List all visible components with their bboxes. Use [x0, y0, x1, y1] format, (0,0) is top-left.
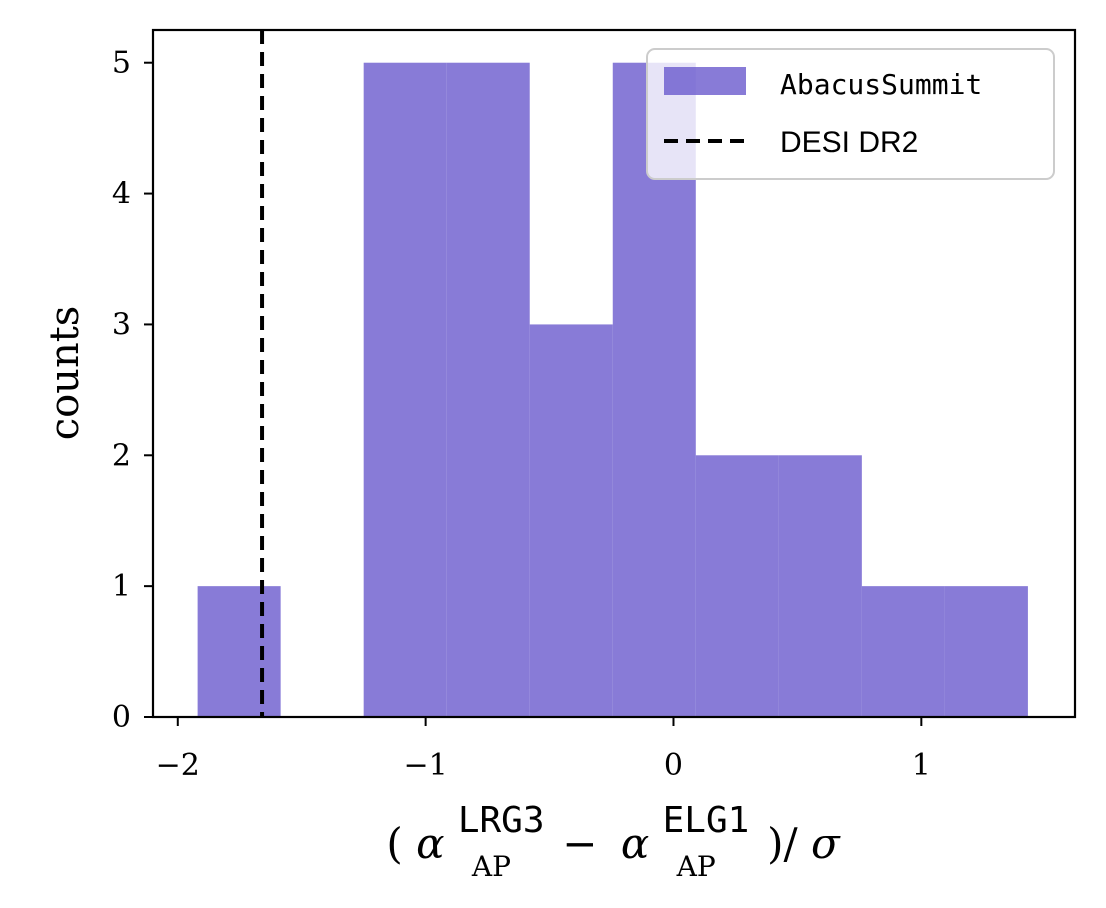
x-label-open-paren: (	[386, 819, 402, 868]
histogram-bar	[197, 586, 281, 717]
y-tick-label: 0	[112, 700, 131, 735]
x-label-alpha-1: α	[416, 819, 444, 868]
histogram-bar	[695, 455, 779, 717]
x-label-sup-lrg3: LRG3	[458, 800, 545, 841]
histogram-bar	[861, 586, 945, 717]
legend-swatch-abacussummit	[664, 67, 746, 95]
x-tick-label: −2	[156, 748, 200, 783]
histogram-bar	[944, 586, 1028, 717]
histogram-bar	[778, 455, 862, 717]
histogram-bar	[363, 62, 447, 717]
x-tick-label: 1	[912, 748, 931, 783]
histogram-bars	[197, 62, 1028, 717]
x-tick-label: −1	[404, 748, 448, 783]
y-tick-label: 2	[112, 438, 131, 473]
legend-label-desi-dr2: DESI DR2	[780, 126, 918, 159]
y-tick-label: 1	[112, 569, 131, 604]
plot-frame	[151, 28, 1077, 719]
legend: AbacusSummit DESI DR2	[646, 48, 1055, 180]
y-tick-label: 4	[112, 177, 131, 212]
x-axis-ticks: −2 −1 0 1	[156, 717, 931, 783]
x-label-sup-elg1: ELG1	[663, 800, 750, 841]
x-label-sub-ap-2: AP	[676, 850, 716, 883]
histogram-bar	[529, 324, 613, 717]
legend-label-abacussummit: AbacusSummit	[780, 68, 982, 101]
x-tick-label: 0	[664, 748, 683, 783]
y-tick-label: 3	[112, 307, 131, 342]
x-label-minus: −	[562, 819, 597, 868]
x-label-close: )/	[767, 819, 798, 868]
x-label-sub-ap-1: AP	[471, 850, 511, 883]
y-axis-label: counts	[42, 306, 88, 441]
y-axis-ticks: 0 1 2 3 4 5	[112, 46, 153, 735]
histogram-bar	[446, 62, 530, 717]
x-axis-label: ( α LRG3 AP − α ELG1 AP )/ σ	[386, 793, 841, 886]
x-label-alpha-2: α	[621, 819, 649, 868]
y-tick-label: 5	[112, 46, 131, 81]
legend-box	[646, 48, 1055, 180]
x-label-sigma: σ	[811, 819, 841, 868]
